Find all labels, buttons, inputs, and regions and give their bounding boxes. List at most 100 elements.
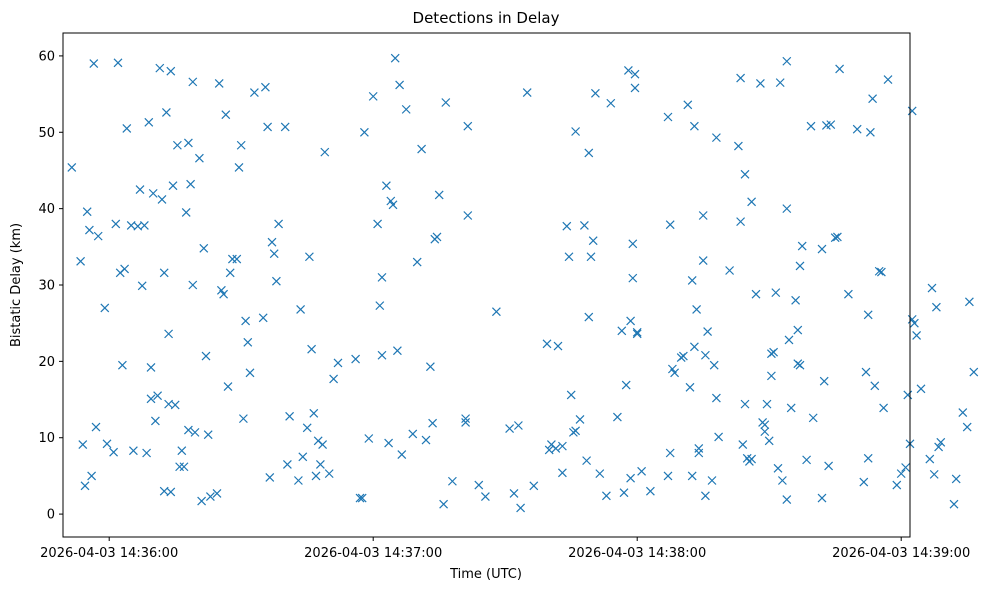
data-point [733,141,743,151]
data-point [392,346,402,356]
data-point [227,254,237,264]
data-point [179,462,189,472]
data-point [219,289,229,299]
data-point [865,127,875,137]
data-point [665,448,675,458]
data-point [190,427,200,437]
data-point [692,305,702,314]
data-point [817,244,827,254]
data-point [307,344,317,354]
data-point [586,252,596,262]
data-point [111,219,121,229]
data-point [703,327,713,337]
data-point [359,127,369,137]
data-point [377,350,387,360]
data-point [630,83,640,93]
data-point [711,133,721,143]
data-point [557,468,567,478]
data-point [929,469,939,479]
y-tick-label: 60 [38,49,55,64]
y-tick-label: 50 [38,126,55,141]
data-point [782,495,792,505]
data-point [296,305,306,314]
data-point [509,489,519,498]
data-point [89,59,99,68]
data-point [863,453,873,463]
data-point [102,439,112,449]
data-point [267,237,277,247]
data-point [175,462,185,472]
data-point [329,374,339,384]
data-point [777,476,787,485]
data-point [951,474,961,484]
data-point [194,153,204,163]
data-point [740,399,750,409]
data-point [172,140,182,150]
data-point [874,266,884,276]
data-point [177,446,187,456]
data-point [870,381,880,391]
data-point [628,273,638,283]
data-point [245,368,255,378]
data-point [201,351,211,361]
data-point [153,391,163,401]
data-point [375,301,385,311]
data-point [553,341,563,351]
data-point [225,268,235,278]
data-point [786,403,796,413]
data-point [678,351,688,361]
data-point [571,127,581,136]
data-point [113,58,123,68]
data-point [232,254,242,264]
data-point [962,422,972,432]
data-point [863,310,873,320]
data-point [87,471,97,481]
data-point [791,295,801,305]
data-point [241,316,251,326]
data-point [771,288,781,298]
data-point [685,382,695,392]
y-tick-label: 20 [38,355,55,370]
data-point [736,217,746,227]
data-point [188,280,198,290]
data-point [584,148,594,158]
data-point [368,91,378,101]
data-point [513,421,523,430]
data-point [663,112,673,122]
data-point [852,124,862,134]
data-point [67,162,77,172]
data-point [892,480,902,490]
data-point [817,493,827,503]
data-point [617,326,627,336]
data-point [197,496,207,506]
data-point [159,268,169,278]
data-point [351,354,361,364]
data-point [795,261,805,271]
data-point [861,367,871,377]
data-point [832,232,842,242]
data-point [238,414,248,424]
data-point [637,466,647,476]
data-point [181,208,191,217]
data-point [835,64,845,74]
data-point [78,440,88,450]
data-point [626,473,636,483]
data-point [148,188,158,198]
data-point [725,266,735,275]
data-point [868,94,878,104]
data-point [516,503,526,513]
data-point [421,435,431,445]
data-point [630,69,640,79]
data-point [381,181,391,191]
data-point [355,493,365,503]
data-point [698,211,708,220]
data-point [474,480,484,490]
data-point [166,66,176,76]
data-point [302,423,312,433]
data-point [969,367,979,377]
data-point [931,302,941,312]
data-point [223,382,233,391]
data-point [665,220,675,230]
data-point [320,147,330,157]
data-point [150,416,160,426]
